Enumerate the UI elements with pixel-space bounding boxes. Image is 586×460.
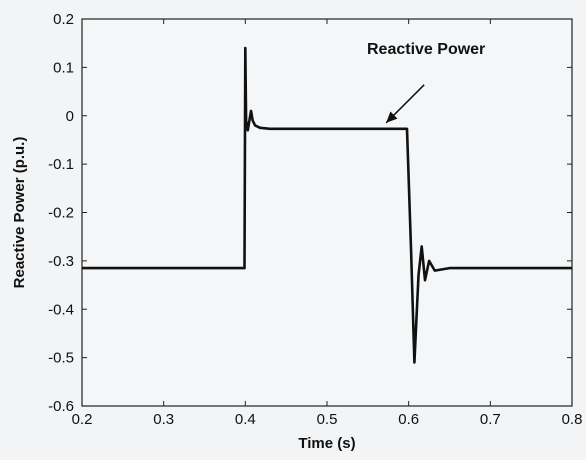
y-ticks: 0.2 0.1 0 -0.1 -0.2 -0.3 -0.4 -0.5 -0.6 — [48, 11, 572, 415]
x-tick-label: 0.7 — [480, 411, 501, 428]
y-tick-label: 0.2 — [53, 11, 74, 28]
y-tick-label: -0.3 — [48, 253, 74, 270]
annotation-arrowhead — [386, 111, 398, 123]
y-tick-label: -0.1 — [48, 156, 74, 173]
x-tick-label: 0.6 — [398, 411, 419, 428]
series-annotation-label: Reactive Power — [367, 41, 485, 58]
x-tick-label: 0.4 — [235, 411, 256, 428]
x-tick-label: 0.8 — [562, 411, 583, 428]
y-tick-label: -0.5 — [48, 350, 74, 367]
x-axis-title: Time (s) — [298, 435, 355, 452]
series-line-reactive-power — [82, 46, 572, 364]
y-tick-label: -0.2 — [48, 205, 74, 222]
plot-area — [81, 18, 573, 407]
x-tick-label: 0.2 — [72, 411, 93, 428]
y-tick-label: -0.6 — [48, 398, 74, 415]
x-tick-label: 0.5 — [317, 411, 338, 428]
y-tick-label: -0.4 — [48, 301, 74, 318]
annotation-layer: Reactive Power — [367, 41, 485, 124]
x-tick-label: 0.3 — [153, 411, 174, 428]
y-tick-label: 0 — [66, 108, 74, 125]
series-layer — [82, 46, 572, 364]
y-tick-label: 0.1 — [53, 59, 74, 76]
x-ticks: 0.2 0.3 0.4 0.5 0.6 0.7 0.8 — [72, 19, 583, 428]
y-axis-title: Reactive Power (p.u.) — [11, 137, 28, 289]
